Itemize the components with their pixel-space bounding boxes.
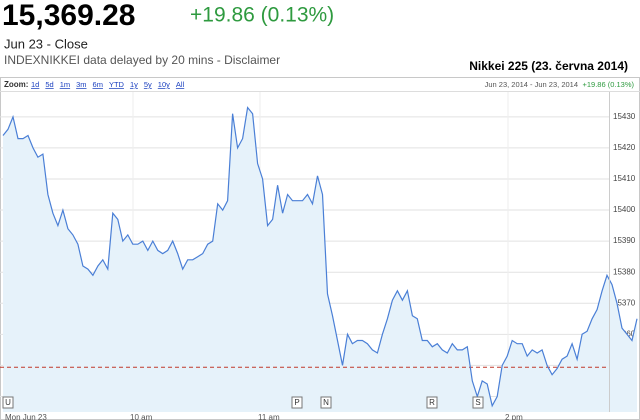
event-flag-label: N <box>323 398 329 407</box>
zoom-label: Zoom: <box>4 80 28 89</box>
y-tick-label: 15410 <box>613 174 636 183</box>
price-line <box>2 106 638 408</box>
event-flag-label: U <box>5 398 11 407</box>
event-flag <box>320 396 332 409</box>
source: INDEXNIKKEI data delayed by 20 mins - Di… <box>4 53 280 67</box>
y-tick-label: 15420 <box>613 143 636 152</box>
x-tick-label: 11 am <box>258 413 280 420</box>
event-flag <box>2 396 14 409</box>
event-flag-label: R <box>429 398 435 407</box>
range-link[interactable]: 1d <box>31 80 39 89</box>
event-flag <box>472 396 484 409</box>
area <box>3 107 637 412</box>
range-link[interactable]: 1m <box>60 80 70 89</box>
x-tick-label: Mon Jun 23 <box>5 413 47 420</box>
period: Jun 23, 2014 - Jun 23, 2014 <box>485 80 578 89</box>
event-flag <box>291 396 303 409</box>
y-tick-label: 15370 <box>613 298 636 307</box>
range-link[interactable]: 3m <box>76 80 86 89</box>
y-tick-label: 15390 <box>613 236 636 245</box>
range-link[interactable]: All <box>176 80 185 89</box>
range-link[interactable]: 10y <box>158 80 170 89</box>
range-link[interactable]: 6m <box>93 80 103 89</box>
date: Jun 23 - Close <box>4 36 88 51</box>
y-tick-label: 15400 <box>613 205 636 214</box>
x-tick-label: 10 am <box>130 413 153 420</box>
range-link[interactable]: 5y <box>144 80 152 89</box>
period-change: +19.86 (0.13%) <box>583 80 635 89</box>
plot: 1534015350153601537015380153901540015410… <box>0 92 638 420</box>
change: +19.86 (0.13%) <box>190 4 334 27</box>
x-tick-label: 2 pm <box>505 413 523 420</box>
range-link[interactable]: YTD <box>109 80 125 89</box>
event-flag <box>426 396 438 409</box>
y-tick-label: 15380 <box>613 267 636 276</box>
chart-title: Nikkei 225 (23. června 2014) <box>469 59 628 73</box>
range-link[interactable]: 1y <box>130 80 138 89</box>
price: 15,369.28 <box>2 0 135 32</box>
range-link[interactable]: 5d <box>45 80 53 89</box>
event-flag-label: P <box>294 398 299 407</box>
event-flag-label: S <box>475 398 480 407</box>
y-tick-label: 15430 <box>613 112 636 121</box>
